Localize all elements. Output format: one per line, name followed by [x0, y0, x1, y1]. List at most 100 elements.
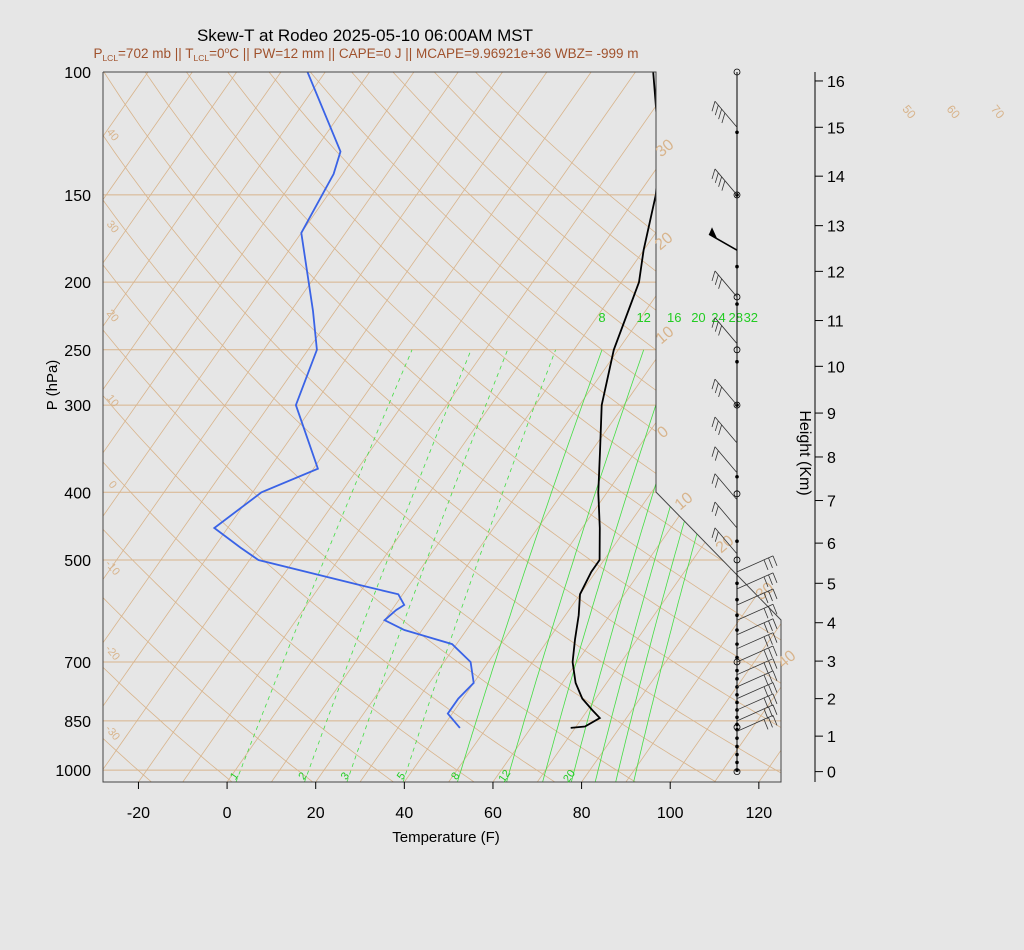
height-tick-label: 2	[827, 692, 836, 709]
x-tick-label: 120	[745, 805, 772, 822]
height-tick-label: 9	[827, 406, 836, 423]
subtitle-lcl-t-subscript: LCL	[193, 53, 209, 63]
wind-calm-circle	[733, 658, 741, 666]
dry-adiabat-line	[103, 72, 556, 782]
wind-level-dot	[735, 474, 739, 479]
wind-level-dot	[735, 539, 739, 543]
dry-adiabat-line	[227, 72, 781, 782]
height-tick-label: 4	[827, 616, 836, 633]
isotherm-line	[103, 72, 282, 782]
height-tick-label: 12	[827, 264, 845, 281]
subtitle-degree-sign: o	[224, 45, 229, 55]
wind-level-dot	[735, 642, 739, 646]
mixing-ratio-bottom-label: 2	[296, 770, 309, 782]
wind-calm-circle	[733, 556, 741, 564]
pressure-tick-label: 400	[64, 485, 91, 502]
mixing-ratio-top-label: 20	[691, 310, 705, 325]
height-tick-label: 10	[827, 359, 845, 376]
height-tick-label: 13	[827, 219, 845, 236]
dry-adiabat-line	[103, 72, 636, 782]
wind-barb	[711, 317, 738, 344]
pressure-tick-label: 500	[64, 553, 91, 570]
mixing-ratio-bottom-label: 12	[497, 768, 514, 785]
mixing-ratio-line	[402, 349, 556, 782]
subtitle-lcl-p-subscript: LCL	[102, 53, 118, 63]
mixing-ratio-top-label: 28	[729, 310, 743, 325]
mixing-ratio-bottom-label: 3	[339, 770, 352, 782]
x-tick-label: 100	[657, 805, 684, 822]
isotherm-line	[536, 72, 781, 782]
wind-barb	[736, 572, 778, 590]
mixing-ratio-top-label: 16	[667, 310, 681, 325]
dry-adiabat-line	[186, 72, 781, 782]
isotherm-line	[182, 72, 681, 782]
wind-barb	[708, 227, 738, 251]
chart-subtitle: PLCL=702 mb || TLCL=0oC || PW=12 mm || C…	[93, 45, 638, 63]
y-axis-label: P (hPa)	[44, 360, 61, 411]
wind-level-dot	[735, 744, 739, 749]
height-tick-label: 7	[827, 494, 836, 511]
pressure-tick-label: 250	[64, 343, 91, 360]
height-tick-label: 14	[827, 169, 845, 186]
wind-level-dot	[735, 655, 739, 660]
pressure-tick-label: 100	[64, 65, 91, 82]
height-tick-label: 1	[827, 729, 836, 746]
wind-level-dot	[735, 597, 739, 602]
wind-barb	[736, 645, 778, 663]
height-tick-label: 0	[827, 765, 836, 782]
wind-calm-circle	[733, 768, 741, 776]
dewpoint-profile-line	[212, 72, 475, 729]
wind-level-dot	[735, 752, 739, 757]
dry-adiabat-line	[103, 72, 475, 782]
plot-frame	[102, 71, 782, 783]
isotherm-line	[669, 72, 781, 782]
x-tick-label: 40	[395, 805, 413, 822]
wind-calm-circle	[733, 293, 741, 301]
dry-adiabat-line	[103, 72, 314, 782]
wind-level-dot	[735, 700, 739, 705]
height-axis-label: Height (Km)	[796, 410, 813, 495]
wind-barb	[736, 618, 778, 636]
isotherm-line	[226, 72, 725, 782]
dry-adiabat-line	[103, 72, 717, 782]
wind-barb	[711, 501, 738, 529]
isotherm-line	[581, 72, 781, 782]
wind-level-dot	[735, 677, 739, 681]
wind-level-dot	[735, 668, 739, 673]
isotherm-line	[103, 72, 370, 782]
height-tick-label: 16	[827, 74, 845, 91]
wind-barb	[736, 555, 778, 573]
subtitle-lcl-t-value: =0	[209, 46, 224, 61]
wind-level-dot	[735, 760, 739, 765]
subtitle-rest: C || PW=12 mm || CAPE=0 J || MCAPE=9.969…	[229, 46, 638, 61]
x-tick-label: 20	[307, 805, 325, 822]
wind-barb	[736, 714, 778, 732]
mixing-ratio-bottom-label: 8	[449, 770, 462, 782]
mixing-ratio-top-label: 8	[598, 310, 605, 325]
wind-barb	[711, 101, 738, 128]
isotherm-line	[103, 72, 459, 782]
height-tick-label: 6	[827, 536, 836, 553]
wind-barb	[736, 588, 778, 606]
wind-level-dot	[735, 768, 739, 772]
isotherm-line	[625, 72, 781, 782]
wind-level-dot	[735, 359, 739, 364]
mixing-ratio-bottom-label: 5	[395, 770, 408, 782]
wind-level-dot	[735, 302, 739, 306]
x-tick-label: 60	[484, 805, 502, 822]
wind-calm-circle	[733, 490, 741, 498]
dry-adiabat-line	[103, 72, 781, 782]
dry-adiabat-line	[103, 72, 394, 782]
mixing-ratio-top-label: 24	[711, 310, 725, 325]
isotherm-line	[103, 72, 326, 782]
isotherm-line	[103, 72, 193, 782]
isotherm-line	[103, 72, 415, 782]
height-tick-label: 8	[827, 450, 836, 467]
wind-barb	[711, 473, 738, 501]
temperature-profile-line	[570, 72, 661, 729]
wind-barb	[736, 670, 778, 688]
wind-level-dot	[735, 692, 739, 697]
isotherm-line	[404, 72, 781, 782]
mixing-ratio-top-label: 12	[636, 310, 650, 325]
